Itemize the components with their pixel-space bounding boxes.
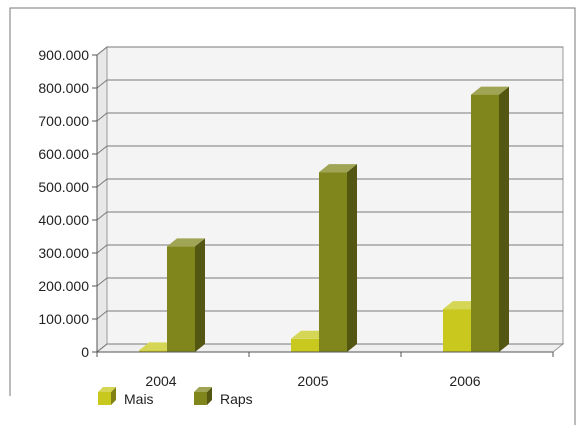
gridline <box>96 244 563 254</box>
bar-top <box>167 238 205 247</box>
gridline <box>96 145 563 155</box>
bar-top <box>319 164 357 173</box>
gridline <box>96 112 563 122</box>
y-tick-label: 800.000 <box>38 80 89 96</box>
gridline <box>96 310 563 320</box>
bar-side <box>195 238 205 352</box>
bar-side <box>499 86 509 352</box>
bar-front <box>443 309 471 352</box>
y-tick-label: 500.000 <box>38 179 89 195</box>
y-tick-label: 600.000 <box>38 146 89 162</box>
bar <box>167 238 205 352</box>
bar-side <box>347 164 357 352</box>
x-tick-label: 2006 <box>449 373 480 389</box>
legend-label: Raps <box>220 391 253 407</box>
legend-label: Mais <box>124 391 154 407</box>
bar-front <box>167 246 195 352</box>
legend-item: Raps <box>194 387 253 407</box>
gridline <box>96 178 563 188</box>
bar-top <box>471 86 509 95</box>
gridline <box>96 343 563 353</box>
bar-front <box>139 350 167 352</box>
y-tick-label: 700.000 <box>38 113 89 129</box>
gridline <box>96 79 563 89</box>
y-tick-label: 900.000 <box>38 47 89 63</box>
y-tick-label: 300.000 <box>38 245 89 261</box>
bar-front <box>471 94 499 352</box>
legend-swatch-top <box>98 387 116 392</box>
legend-swatch-side <box>207 387 212 405</box>
legend-swatch-top <box>194 387 212 392</box>
legend-swatch <box>194 392 207 405</box>
bar <box>319 164 357 352</box>
gridline <box>96 46 563 56</box>
legend-swatch <box>98 392 111 405</box>
chart-frame <box>9 7 576 425</box>
bar-front <box>319 172 347 352</box>
legend-swatch-side <box>111 387 116 405</box>
y-tick-label: 200.000 <box>38 278 89 294</box>
gridline <box>96 277 563 287</box>
legend-item: Mais <box>98 387 154 407</box>
bar-front <box>291 338 319 352</box>
gridline <box>96 211 563 221</box>
bar <box>471 86 509 352</box>
y-tick-label: 400.000 <box>38 212 89 228</box>
plot-side-wall <box>96 45 108 354</box>
x-tick-label: 2004 <box>145 373 176 389</box>
x-tick-label: 2005 <box>297 373 328 389</box>
y-tick-label: 0 <box>81 344 89 360</box>
y-tick-label: 100.000 <box>38 311 89 327</box>
